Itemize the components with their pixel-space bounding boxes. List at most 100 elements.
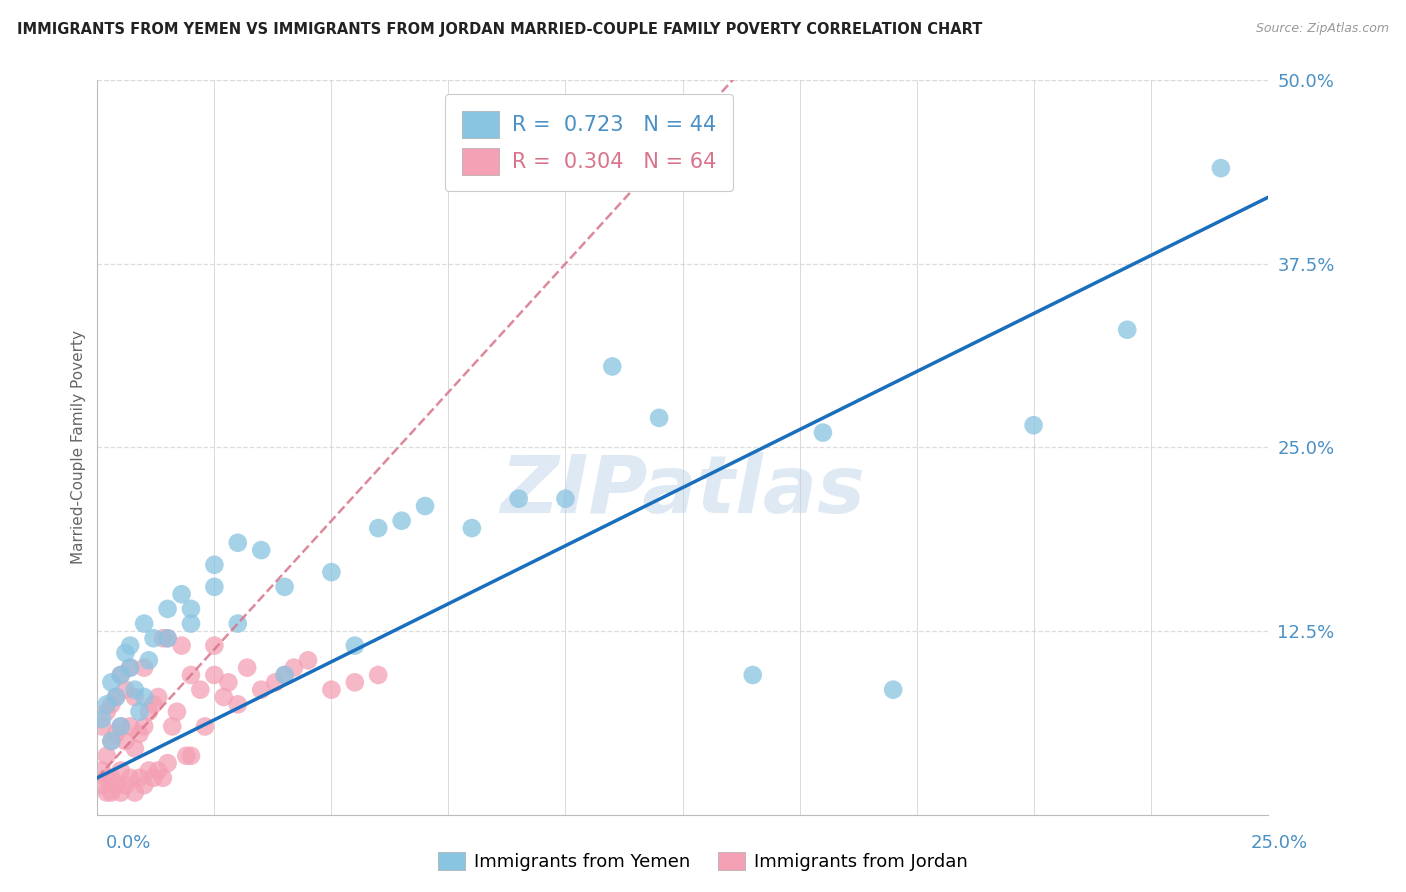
Point xyxy=(226,698,249,712)
Point xyxy=(156,756,179,771)
Point xyxy=(600,359,623,374)
Point xyxy=(138,653,160,667)
Point xyxy=(124,741,146,756)
Point xyxy=(114,682,136,697)
Point xyxy=(96,771,118,785)
Point xyxy=(156,632,179,646)
Point xyxy=(156,632,179,646)
Point xyxy=(180,668,202,682)
Point xyxy=(212,690,235,704)
Point xyxy=(114,778,136,792)
Point xyxy=(156,602,179,616)
Point xyxy=(128,727,150,741)
Point xyxy=(264,675,287,690)
Point xyxy=(1209,161,1232,175)
Point xyxy=(202,639,225,653)
Point xyxy=(134,660,156,674)
Point xyxy=(250,543,273,558)
Point xyxy=(124,785,146,799)
Point xyxy=(96,748,118,763)
Point xyxy=(741,668,763,682)
Point xyxy=(100,675,122,690)
Point xyxy=(226,616,249,631)
Point xyxy=(188,682,211,697)
Point xyxy=(554,491,576,506)
Point xyxy=(91,719,114,733)
Legend: R =  0.723   N = 44, R =  0.304   N = 64: R = 0.723 N = 44, R = 0.304 N = 64 xyxy=(446,94,733,192)
Point xyxy=(273,668,295,682)
Point xyxy=(202,558,225,572)
Point xyxy=(321,682,343,697)
Point xyxy=(811,425,834,440)
Point xyxy=(367,521,389,535)
Point xyxy=(648,410,671,425)
Point xyxy=(297,653,319,667)
Point xyxy=(367,668,389,682)
Point xyxy=(882,682,904,697)
Point xyxy=(170,587,193,601)
Point xyxy=(1116,323,1139,337)
Point xyxy=(105,690,128,704)
Y-axis label: Married-Couple Family Poverty: Married-Couple Family Poverty xyxy=(72,330,86,565)
Point xyxy=(96,785,118,799)
Point xyxy=(321,565,343,579)
Point xyxy=(91,764,114,778)
Point xyxy=(110,785,132,799)
Point xyxy=(120,660,142,674)
Point xyxy=(100,698,122,712)
Point xyxy=(120,719,142,733)
Point xyxy=(128,771,150,785)
Legend: Immigrants from Yemen, Immigrants from Jordan: Immigrants from Yemen, Immigrants from J… xyxy=(432,845,974,879)
Point xyxy=(283,660,305,674)
Point xyxy=(391,514,413,528)
Point xyxy=(138,764,160,778)
Point xyxy=(226,535,249,549)
Point xyxy=(148,690,170,704)
Point xyxy=(138,705,160,719)
Point xyxy=(110,668,132,682)
Point xyxy=(100,734,122,748)
Text: ZIPatlas: ZIPatlas xyxy=(501,452,865,531)
Point xyxy=(180,748,202,763)
Point xyxy=(96,698,118,712)
Point xyxy=(105,778,128,792)
Point xyxy=(114,734,136,748)
Point xyxy=(100,734,122,748)
Point xyxy=(180,602,202,616)
Point xyxy=(142,771,165,785)
Text: 0.0%: 0.0% xyxy=(105,834,150,852)
Point xyxy=(152,771,174,785)
Point xyxy=(96,705,118,719)
Point xyxy=(180,616,202,631)
Point xyxy=(134,778,156,792)
Point xyxy=(134,719,156,733)
Point xyxy=(100,771,122,785)
Point xyxy=(110,719,132,733)
Point xyxy=(508,491,530,506)
Point xyxy=(343,675,366,690)
Point xyxy=(120,660,142,674)
Point xyxy=(413,499,436,513)
Point xyxy=(273,668,295,682)
Point xyxy=(202,580,225,594)
Point xyxy=(105,690,128,704)
Point xyxy=(91,778,114,792)
Point xyxy=(250,682,273,697)
Point xyxy=(105,727,128,741)
Point xyxy=(114,646,136,660)
Point xyxy=(110,764,132,778)
Point xyxy=(128,705,150,719)
Point xyxy=(174,748,197,763)
Point xyxy=(461,521,484,535)
Point xyxy=(170,639,193,653)
Point xyxy=(134,616,156,631)
Point xyxy=(194,719,217,733)
Point xyxy=(152,632,174,646)
Point xyxy=(1022,418,1045,433)
Point xyxy=(236,660,259,674)
Point xyxy=(120,639,142,653)
Text: IMMIGRANTS FROM YEMEN VS IMMIGRANTS FROM JORDAN MARRIED-COUPLE FAMILY POVERTY CO: IMMIGRANTS FROM YEMEN VS IMMIGRANTS FROM… xyxy=(17,22,983,37)
Text: Source: ZipAtlas.com: Source: ZipAtlas.com xyxy=(1256,22,1389,36)
Point xyxy=(110,719,132,733)
Point xyxy=(142,698,165,712)
